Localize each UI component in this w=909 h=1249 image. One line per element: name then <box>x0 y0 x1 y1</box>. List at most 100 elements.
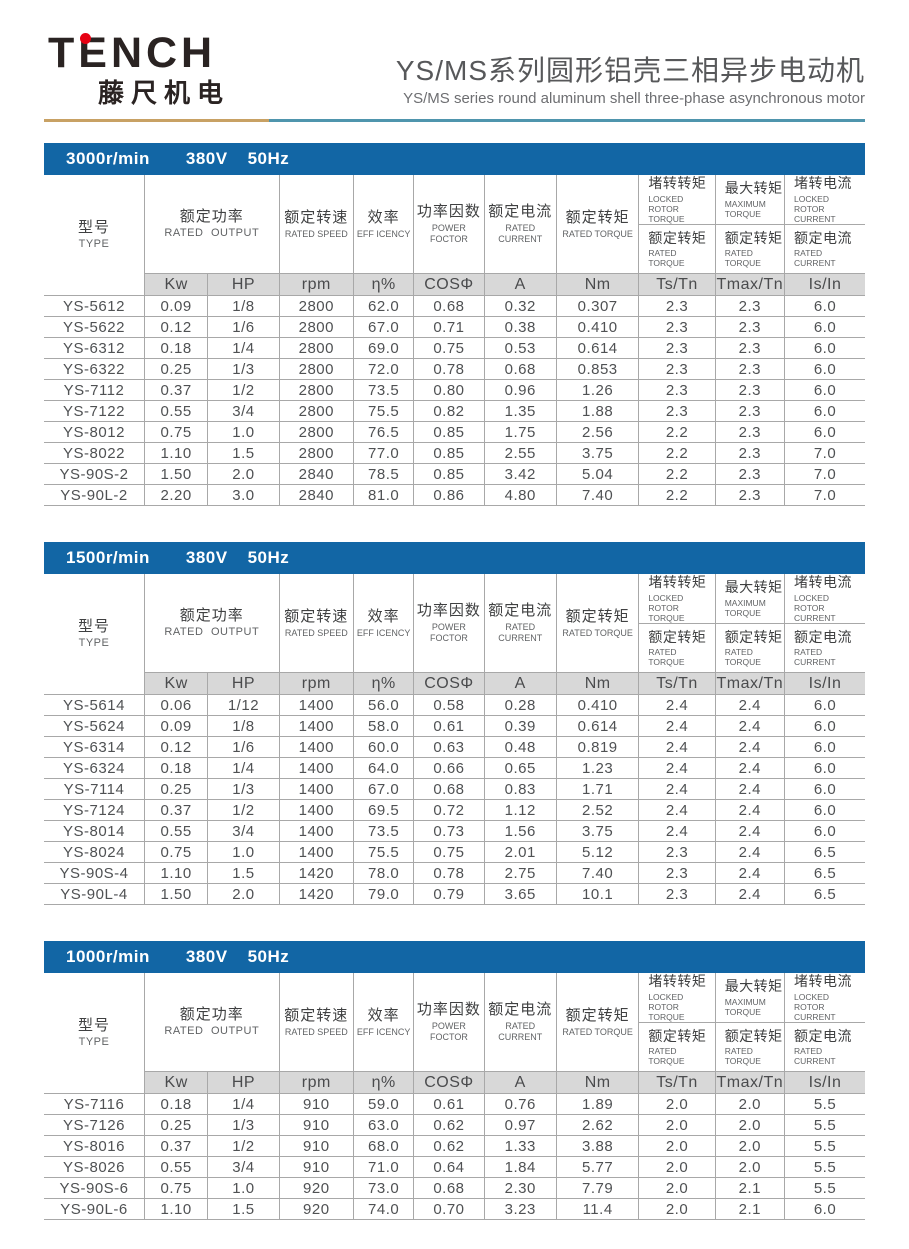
value-cell: 2.3 <box>638 862 716 885</box>
value-cell: 6.5 <box>784 883 865 906</box>
unit-header-isin: Is/In <box>784 672 865 696</box>
model-cell: YS-6322 <box>44 358 145 381</box>
maximum-torque-cn: 最大转矩 <box>724 579 783 596</box>
value-cell: 69.0 <box>352 337 415 360</box>
value-cell: 6.0 <box>784 736 865 759</box>
value-cell: 1.89 <box>555 1093 640 1116</box>
model-cell: YS-5624 <box>44 715 145 738</box>
value-cell: 73.5 <box>352 820 415 843</box>
value-cell: 920 <box>278 1198 354 1221</box>
power-factor-cn: 功率因数 <box>416 602 481 620</box>
value-cell: 1400 <box>278 841 354 864</box>
value-cell: 62.0 <box>352 295 415 318</box>
value-cell: 1.0 <box>207 421 280 444</box>
value-cell: 0.61 <box>413 1093 485 1116</box>
power-factor-en: POWER FOCTOR <box>430 1021 468 1043</box>
value-cell: 0.25 <box>143 1114 209 1137</box>
value-cell: 910 <box>278 1135 354 1158</box>
unit-header-a: A <box>483 1071 557 1095</box>
value-cell: 78.5 <box>352 463 415 486</box>
value-cell: 79.0 <box>352 883 415 906</box>
unit-header-nm: Nm <box>555 1071 640 1095</box>
table-row: YS-7116 0.18 1/4 910 59.0 0.61 0.76 1.89 2.0 2.0 5… <box>44 1093 865 1116</box>
efficiency-cn: 效率 <box>367 1006 400 1024</box>
power-factor-cn: 功率因数 <box>416 203 481 221</box>
value-cell: 5.5 <box>784 1156 865 1179</box>
value-cell: 76.5 <box>352 421 415 444</box>
value-cell: 0.65 <box>483 757 557 780</box>
value-cell: 0.72 <box>413 799 485 822</box>
value-cell: 2.3 <box>638 337 716 360</box>
col-header-rated-torque: 额定转矩 RATED TORQUE <box>555 574 640 674</box>
col-header-rated-current: 额定电流 RATED CURRENT <box>483 973 557 1073</box>
sub-rated-current-cn: 额定电流 <box>794 1027 853 1044</box>
value-cell: 3.88 <box>555 1135 640 1158</box>
rated-speed-cn: 额定转速 <box>284 1006 349 1024</box>
value-cell: 0.819 <box>555 736 640 759</box>
value-cell: 2.0 <box>714 1114 786 1137</box>
tables-container: 3000r/min 380V 50Hz 型号 TYPE 额定功率 <box>44 143 865 1221</box>
value-cell: 1.33 <box>483 1135 557 1158</box>
col-header-type-en: TYPE <box>78 637 110 650</box>
table-row: YS-8012 0.75 1.0 2800 76.5 0.85 1.75 2.56 2.2 2.3… <box>44 421 865 444</box>
value-cell: 2.3 <box>714 442 786 465</box>
sub-rated-current-cn: 额定电流 <box>794 628 853 645</box>
value-cell: 0.410 <box>555 316 640 339</box>
value-cell: 2.75 <box>483 862 557 885</box>
efficiency-cn: 效率 <box>367 607 400 625</box>
model-cell: YS-90S-2 <box>44 463 145 486</box>
unit-header-eta: η% <box>352 672 415 696</box>
value-cell: 0.75 <box>143 421 209 444</box>
locked-rotor-torque-en: LOCKED ROTOR TORQUE <box>648 592 685 623</box>
value-cell: 2.4 <box>714 841 786 864</box>
spec-table: 型号 TYPE 额定功率 RATED OUTPUT 额定转速 RATED SPE… <box>44 574 865 906</box>
value-cell: 910 <box>278 1156 354 1179</box>
value-cell: 2.0 <box>714 1156 786 1179</box>
value-cell: 3/4 <box>207 1156 280 1179</box>
col-header-locked-rotor-current: 堵转电流 LOCKED ROTOR CURRENT <box>784 574 865 625</box>
value-cell: 1400 <box>278 694 354 717</box>
model-cell: YS-90L-2 <box>44 484 145 507</box>
table-row: YS-6322 0.25 1/3 2800 72.0 0.78 0.68 0.853 2.3 2.… <box>44 358 865 381</box>
unit-header-tmaxtn: Tmax/Tn <box>714 672 786 696</box>
value-cell: 920 <box>278 1177 354 1200</box>
model-cell: YS-8024 <box>44 841 145 864</box>
value-cell: 0.28 <box>483 694 557 717</box>
table-row: YS-90S-2 1.50 2.0 2840 78.5 0.85 3.42 5.04 2.2 2.… <box>44 463 865 486</box>
value-cell: 0.614 <box>555 337 640 360</box>
value-cell: 6.0 <box>784 379 865 402</box>
power-factor-en: POWER FOCTOR <box>430 223 468 244</box>
value-cell: 7.40 <box>555 484 640 507</box>
value-cell: 6.0 <box>784 316 865 339</box>
col-header-efficiency: 效率 EFF ICENCY <box>352 973 415 1073</box>
value-cell: 2.4 <box>638 715 716 738</box>
value-cell: 2800 <box>278 358 354 381</box>
value-cell: 0.410 <box>555 694 640 717</box>
power-factor-cn: 功率因数 <box>416 1001 481 1019</box>
rated-torque-cn: 额定转矩 <box>565 208 630 226</box>
value-cell: 0.853 <box>555 358 640 381</box>
value-cell: 5.5 <box>784 1114 865 1137</box>
value-cell: 1.35 <box>483 400 557 423</box>
rated-current-cn: 额定电流 <box>488 602 553 620</box>
maximum-torque-en: MAXIMUM TORQUE <box>724 198 766 219</box>
rated-current-en: RATED CURRENT <box>498 1021 543 1043</box>
value-cell: 1/6 <box>207 736 280 759</box>
spec-table-section: 1500r/min 380V 50Hz 型号 TYPE 额定功率 <box>44 542 865 906</box>
value-cell: 3.65 <box>483 883 557 906</box>
value-cell: 67.0 <box>352 316 415 339</box>
unit-header-rpm: rpm <box>278 672 354 696</box>
divider-teal-segment <box>269 119 865 122</box>
value-cell: 0.18 <box>143 757 209 780</box>
value-cell: 0.85 <box>413 442 485 465</box>
value-cell: 6.0 <box>784 358 865 381</box>
value-cell: 6.0 <box>784 337 865 360</box>
logo-red-dot-icon <box>80 33 91 45</box>
rated-current-cn: 额定电流 <box>488 1001 553 1019</box>
model-cell: YS-5622 <box>44 316 145 339</box>
value-cell: 2800 <box>278 337 354 360</box>
subheader-rated-torque-1: 额定转矩 RATED TORQUE <box>638 1022 716 1073</box>
value-cell: 2800 <box>278 316 354 339</box>
value-cell: 0.71 <box>413 316 485 339</box>
value-cell: 2840 <box>278 463 354 486</box>
